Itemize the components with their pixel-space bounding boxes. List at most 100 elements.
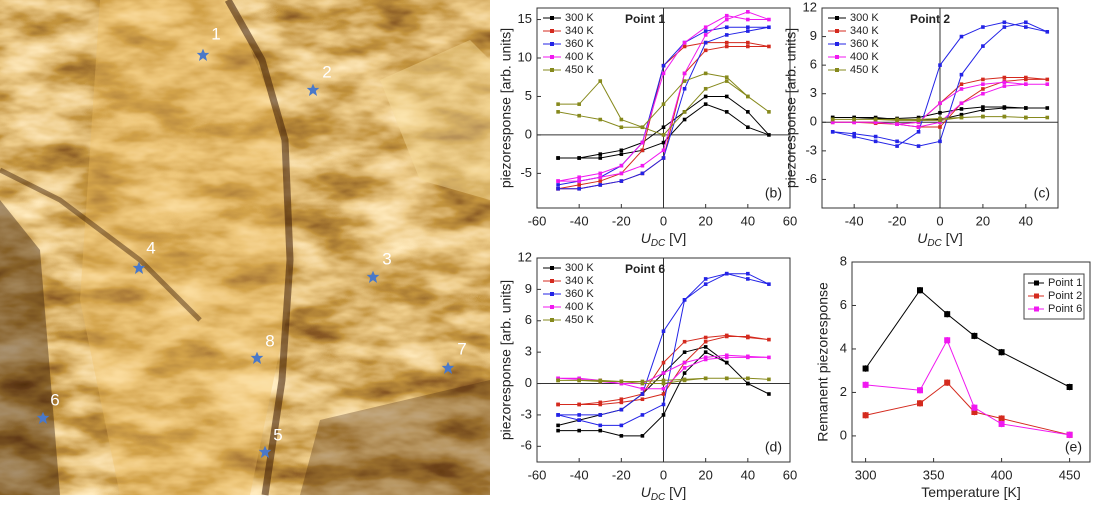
x-tick-label: 400 [991,467,1013,482]
data-point [873,134,878,139]
data-point [1045,82,1050,86]
data-point [724,94,729,99]
data-point [661,378,666,383]
data-point [682,360,687,365]
data-point [981,108,985,112]
data-point [767,17,771,22]
data-point [661,71,666,76]
data-point [577,428,581,433]
legend-marker [1034,306,1039,312]
data-point [619,171,624,176]
data-point [556,376,560,381]
legend-label: 300 K [850,12,879,24]
data-point [938,63,942,67]
data-point [682,339,687,344]
data-point [1002,25,1007,29]
data-point [619,117,624,122]
x-tick-label: -20 [612,467,631,482]
y-tick-label: 5 [525,88,532,103]
y-tick-label: 15 [518,11,532,26]
x-axis-label-main: U [641,484,652,500]
data-point [556,413,560,417]
data-point [981,44,985,48]
y-tick-label: 9 [525,281,532,296]
data-point [746,335,750,340]
legend-label: 450 K [565,314,594,326]
data-point [682,371,687,375]
x-axis-label-sub: DC [651,238,666,249]
data-point [1002,20,1007,25]
data-point [640,163,645,168]
data-point [916,117,921,122]
data-point [971,404,978,411]
data-point [830,115,835,120]
data-point [916,130,921,134]
data-point [598,413,603,417]
y-tick-label: 9 [810,28,817,43]
data-point [703,94,708,99]
data-point [598,171,603,176]
plot-frame [851,261,1091,463]
chart: -40 -20 0 20 40 -6 -3 0 3 6 9 12 piezoresponse [arb.… [783,0,1059,249]
data-point [746,10,750,14]
data-point [959,115,964,120]
x-tick-label: 40 [1019,213,1033,228]
data-point [640,379,645,384]
data-point [724,25,729,30]
data-point [746,29,750,33]
data-point [746,271,750,276]
series-line [832,81,1048,128]
data-point [852,115,856,120]
data-point [703,339,708,344]
legend-label: 360 K [850,38,879,50]
legend-marker [835,42,839,46]
data-point [703,345,708,349]
data-point [640,148,645,153]
x-axis-label-unit: [V] [665,484,686,500]
data-point [598,117,603,122]
data-point [598,175,603,180]
x-axis-label-main: U [641,230,652,246]
data-point [661,371,666,375]
y-axis-label: piezoresponse [arb. units] [498,28,514,188]
x-tick-label: -20 [888,213,907,228]
data-point [703,25,708,30]
data-point [598,183,603,187]
data-point [577,113,581,118]
data-point [767,337,771,342]
x-axis-label-sub: DC [651,492,666,501]
data-point [862,412,869,419]
data-point [998,415,1005,422]
data-point [938,101,942,106]
data-point [1002,84,1007,88]
data-point [598,156,603,160]
data-point [577,183,581,187]
data-point [619,400,624,405]
y-tick-label: 12 [803,0,817,14]
data-point [556,428,560,433]
data-point [1002,105,1007,109]
data-point [640,140,645,145]
point-label: 1 [211,24,220,43]
legend-marker [550,55,554,59]
data-point [598,423,603,428]
data-point [1045,30,1050,34]
data-point [703,102,708,106]
data-point [746,94,750,99]
x-tick-label: 60 [783,467,797,482]
data-point [873,117,878,122]
data-point [873,120,878,125]
data-point [767,110,771,114]
data-point [619,381,624,386]
data-point [619,397,624,402]
data-point [724,75,729,80]
data-point [873,139,878,144]
data-point [830,117,835,122]
data-point [998,349,1005,356]
legend-label: 300 K [565,262,594,274]
point-label: 4 [146,238,155,257]
data-point [598,79,603,83]
data-point [1045,106,1050,110]
data-point [1002,114,1007,119]
